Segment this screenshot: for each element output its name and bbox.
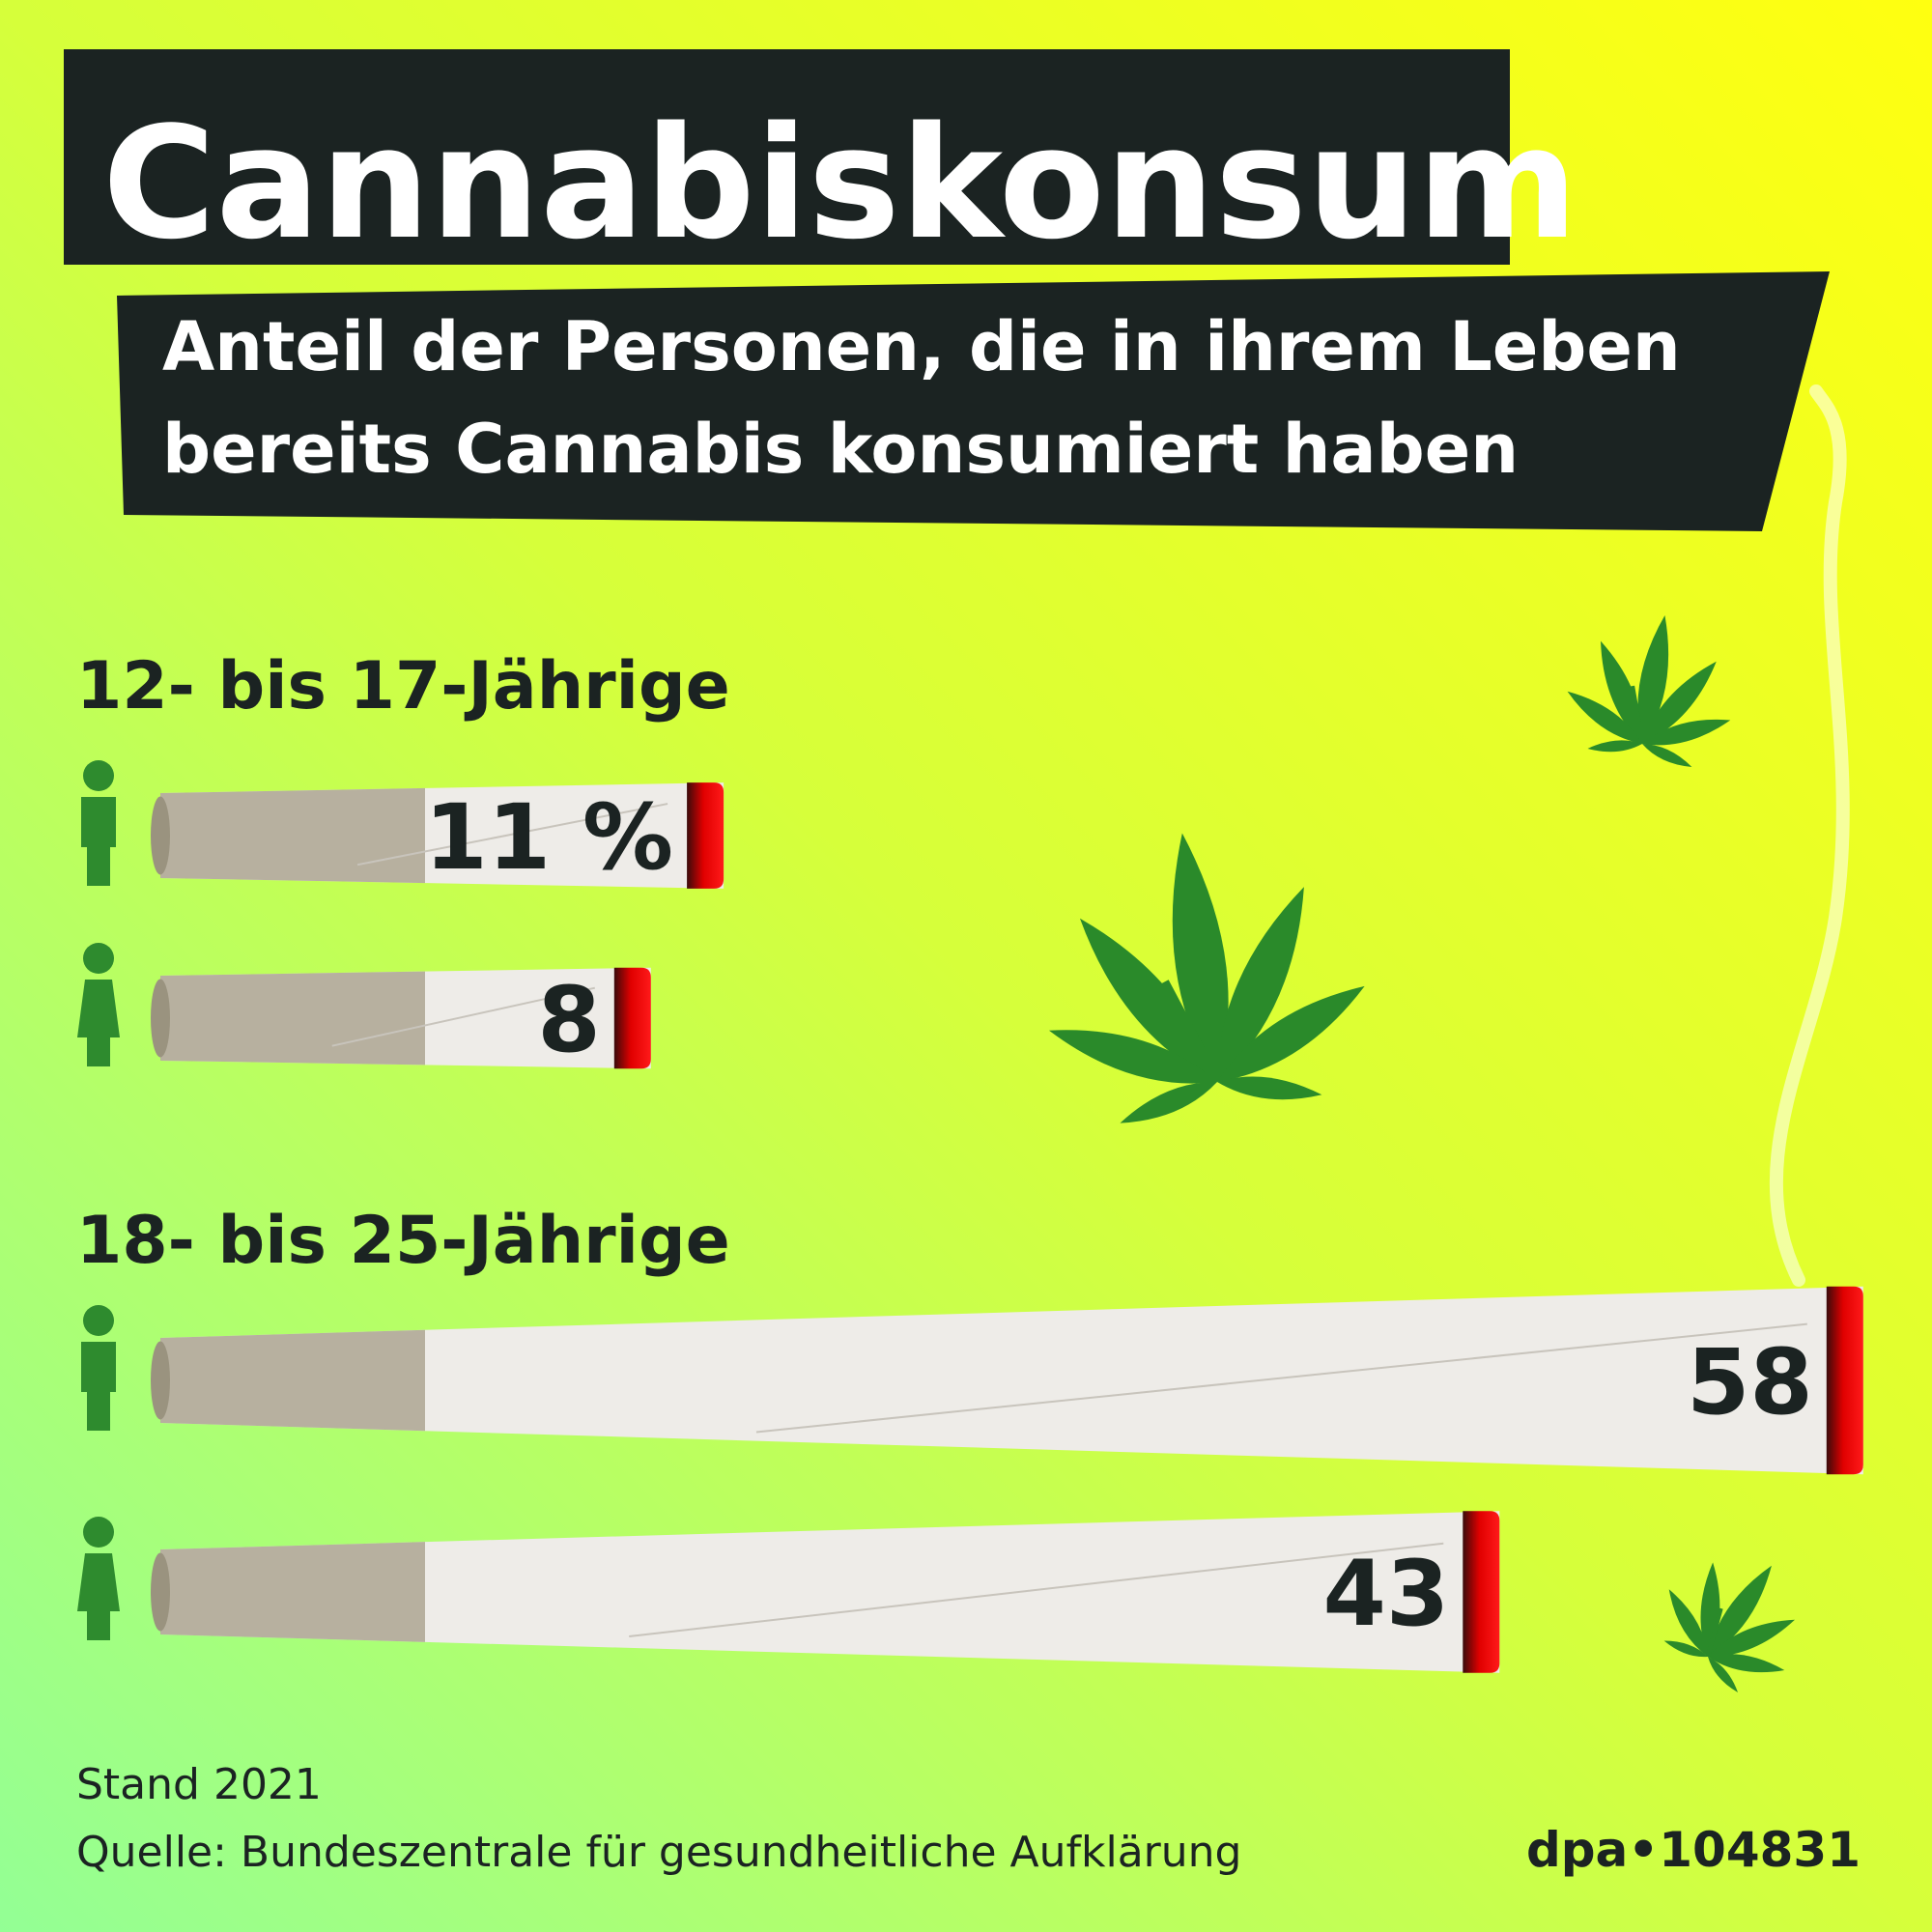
leaf-stem [1629, 685, 1645, 745]
bar-filter-end [151, 979, 170, 1058]
leaflet [1637, 615, 1669, 744]
chart-subtitle: bereits Cannabis konsumiert haben [162, 410, 1519, 489]
female-icon-body [77, 980, 120, 1066]
title-box [64, 49, 1510, 265]
male-icon-head [83, 760, 114, 791]
credit: dpa•104831 [1526, 1822, 1861, 1878]
bar [160, 1286, 1863, 1475]
leaflet [1120, 1081, 1217, 1123]
leaflet [1567, 691, 1642, 744]
group-label: 18- bis 25-Jährige [76, 1203, 730, 1279]
leaflet [1642, 744, 1692, 767]
leaflet [1172, 833, 1229, 1082]
bar-tip [1826, 1286, 1863, 1475]
male-icon-body [81, 1342, 116, 1431]
female-icon-head [83, 943, 114, 974]
value-label: 43 [1322, 1542, 1449, 1647]
leaflet [1642, 719, 1731, 746]
bar-filter-end [151, 1552, 170, 1632]
bar-tip [687, 782, 724, 889]
source: Quelle: Bundeszentrale für gesundheitlic… [76, 1828, 1241, 1877]
leaflet [1708, 1657, 1739, 1692]
bar [160, 1511, 1500, 1673]
leaf-stem [1705, 1607, 1723, 1658]
bar-filter-end [151, 796, 170, 875]
leaflet [1601, 640, 1643, 744]
leaflet [1587, 740, 1642, 753]
male-icon-body [81, 797, 116, 886]
bar-tip [613, 967, 651, 1069]
leaflet [1217, 887, 1304, 1082]
leaflet [1668, 1589, 1708, 1657]
female-icon-body [77, 1553, 120, 1640]
bar-filter [160, 1329, 425, 1432]
value-label: 11 % [424, 785, 673, 891]
leaf [1048, 833, 1365, 1123]
bar-filter [160, 1542, 425, 1642]
leaflet [1708, 1565, 1772, 1657]
leaflet [1079, 918, 1217, 1082]
leaflet [1642, 661, 1717, 744]
subtitle-box [117, 271, 1830, 531]
bar-seam [629, 1542, 1444, 1638]
chart-title: Cannabiskonsum [102, 93, 1578, 273]
value-label: 58 [1687, 1330, 1813, 1435]
female-icon-head [83, 1517, 114, 1548]
bar-seam [331, 986, 596, 1047]
leaf [1567, 615, 1731, 767]
smoke [1769, 384, 1850, 1287]
bar-filter [160, 971, 425, 1065]
bar-seam [755, 1322, 1807, 1434]
leaflet [1708, 1619, 1795, 1658]
male-icon-head [83, 1305, 114, 1336]
chart-subtitle: Anteil der Personen, die in ihrem Leben [162, 307, 1681, 386]
leaflet [1663, 1640, 1708, 1658]
note: Stand 2021 [76, 1760, 322, 1809]
bar-filter [160, 787, 425, 884]
group-label: 12- bis 17-Jährige [76, 648, 730, 724]
bar-tip [1463, 1511, 1500, 1673]
leaf [1663, 1562, 1795, 1692]
value-label: 8 [537, 968, 600, 1073]
leaflet [1048, 1030, 1217, 1084]
bar-seam [356, 803, 668, 867]
bar-filter-end [151, 1341, 170, 1420]
leaf-stem [1159, 980, 1222, 1085]
leaflet [1217, 1076, 1322, 1100]
leaflet [1217, 985, 1365, 1082]
leaflet [1708, 1654, 1785, 1673]
